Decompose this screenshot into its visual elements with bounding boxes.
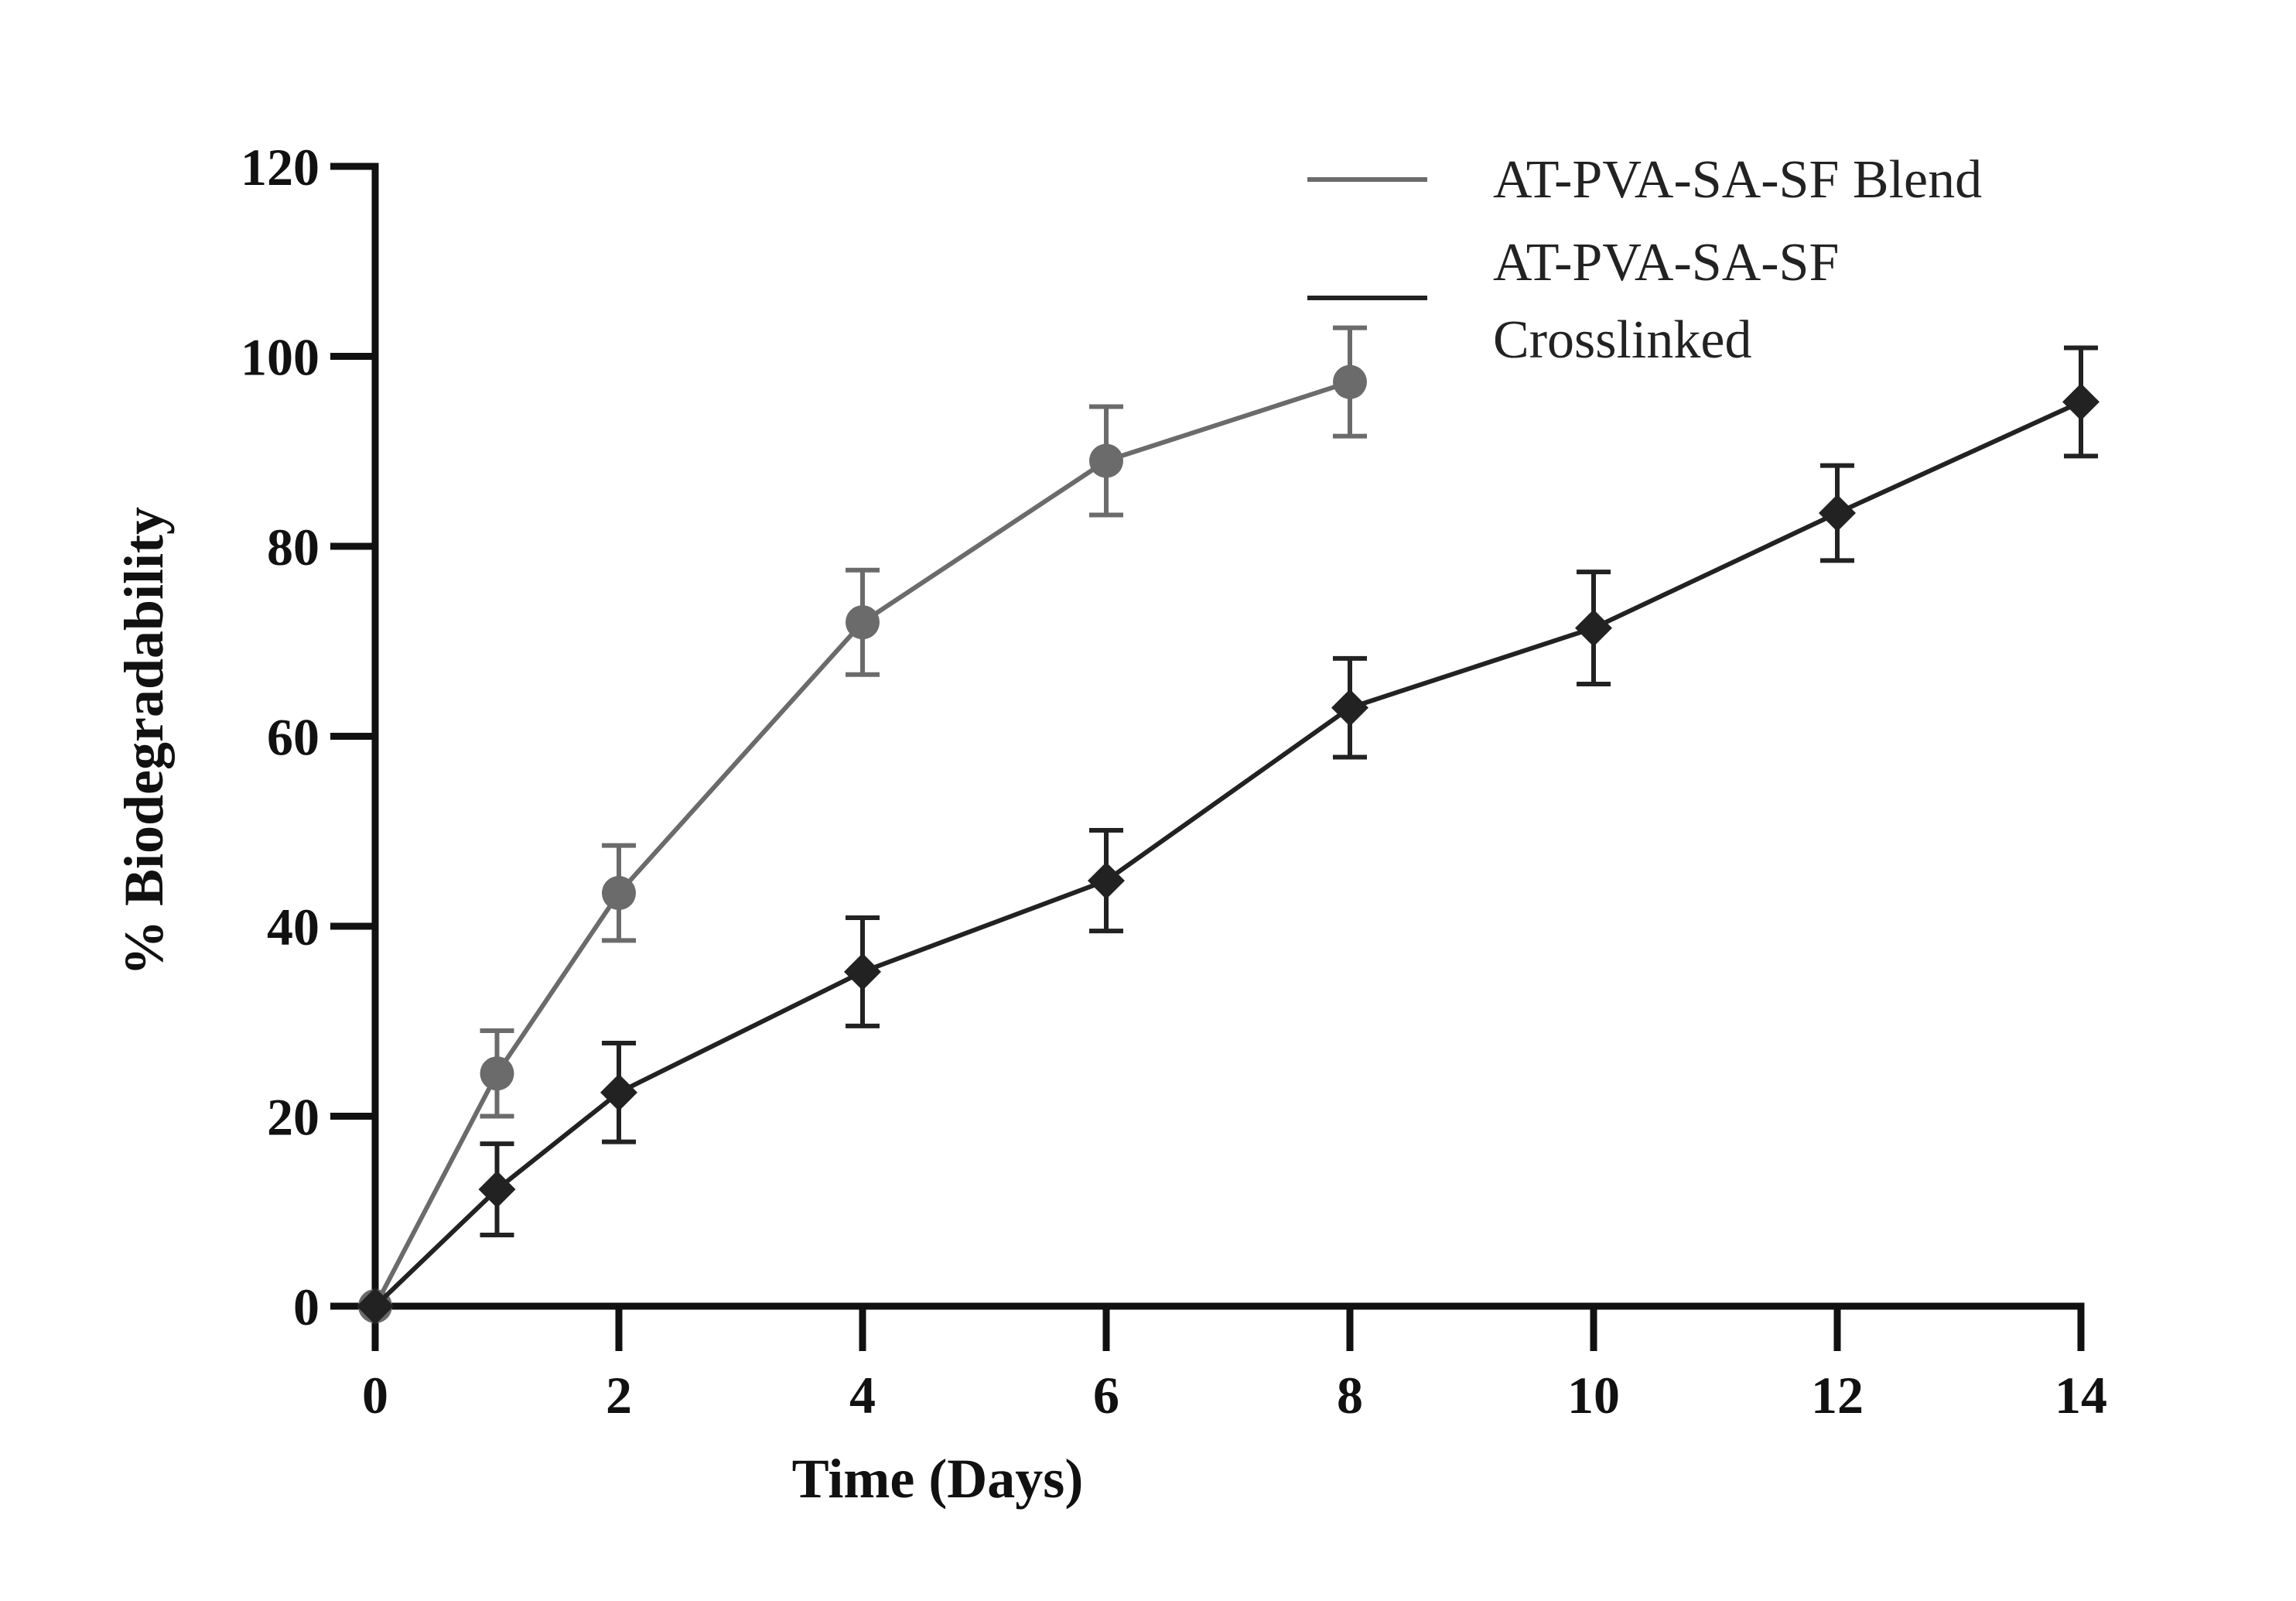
data-point [846,605,880,640]
x-tick-label: 6 [1093,1366,1119,1425]
y-tick-label: 20 [267,1088,319,1147]
data-point [1333,364,1367,399]
data-point [1089,443,1123,478]
data-point [1575,609,1612,647]
y-tick-label: 80 [267,518,319,576]
data-point [2062,383,2100,421]
legend-label: Crosslinked [1493,310,1751,370]
data-point [844,953,881,990]
data-point [480,1056,514,1091]
data-point [478,1171,516,1209]
data-point [600,1073,637,1111]
legend-label: AT-PVA-SA-SF Blend [1493,150,1982,210]
data-point [1088,862,1125,900]
plot-area [357,325,2100,1325]
legend-item: AT-PVA-SA-SF Blend [1307,150,1982,210]
y-tick-label: 40 [267,898,319,956]
series-1 [358,325,1367,1323]
y-tick-label: 100 [241,328,319,387]
x-tick-label: 8 [1337,1366,1363,1425]
x-tick-label: 4 [849,1366,876,1425]
y-axis-title: % Biodegradability [113,507,175,976]
x-tick-label: 0 [362,1366,388,1425]
x-axis-title: Time (Days) [792,1448,1084,1510]
data-point [602,876,636,911]
x-tick-label: 14 [2055,1366,2107,1425]
x-tick-label: 12 [1811,1366,1864,1425]
legend: AT-PVA-SA-SF Blend AT-PVA-SA-SF Crosslinke… [1307,150,1982,370]
x-tick-label: 2 [606,1366,632,1425]
data-point [357,1288,394,1325]
legend-item: AT-PVA-SA-SF Crosslinked [1307,233,1839,370]
y-tick-label: 120 [241,138,319,197]
y-tick-label: 60 [267,708,319,767]
data-point [1331,689,1368,727]
x-tick-label: 10 [1567,1366,1620,1425]
data-point [1819,494,1856,532]
axes: 0 20 40 60 80 100 120 0 2 4 6 8 10 12 14 [241,138,2107,1425]
series-line [373,399,2082,1309]
series-line [373,379,1351,1308]
series-2 [357,345,2100,1325]
y-tick-label: 0 [293,1278,319,1336]
legend-label: AT-PVA-SA-SF [1493,233,1839,292]
